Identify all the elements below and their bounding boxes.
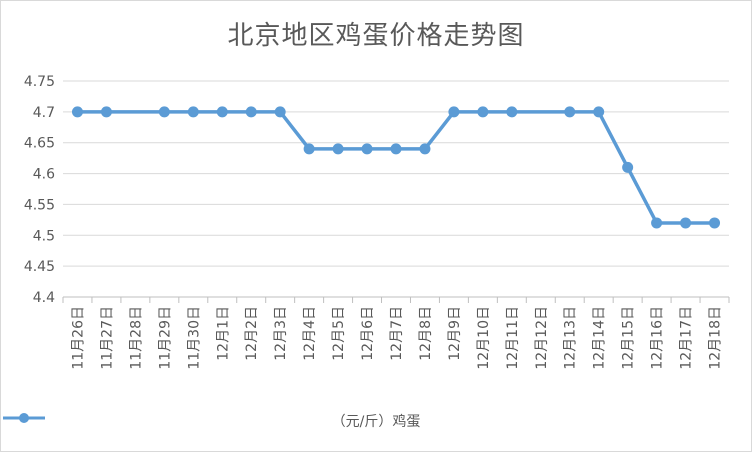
data-point xyxy=(361,143,373,155)
x-tick-label: 11月26日 xyxy=(70,306,86,370)
data-point xyxy=(274,106,286,118)
data-point xyxy=(506,106,518,118)
data-point xyxy=(593,106,605,118)
y-tick-label: 4.55 xyxy=(24,197,55,213)
x-tick-label: 12月15日 xyxy=(621,306,637,370)
x-tick-label: 12月9日 xyxy=(447,306,463,361)
x-tick-label: 12月8日 xyxy=(418,306,434,361)
chart-title: 北京地区鸡蛋价格走势图 xyxy=(227,21,525,51)
data-point xyxy=(419,143,431,155)
data-point xyxy=(680,217,692,229)
legend-series-label: （元/斤）鸡蛋 xyxy=(331,414,421,430)
data-point xyxy=(622,161,634,173)
legend: （元/斤）鸡蛋 xyxy=(1,411,751,431)
x-tick-label: 12月3日 xyxy=(273,306,289,361)
y-tick-label: 4.5 xyxy=(33,228,55,244)
data-point xyxy=(390,143,402,155)
x-tick-label: 11月28日 xyxy=(128,306,144,370)
y-tick-label: 4.7 xyxy=(33,105,55,121)
x-tick-label: 12月12日 xyxy=(534,306,550,370)
x-tick-label: 12月11日 xyxy=(505,306,521,370)
x-tick-label: 12月13日 xyxy=(563,306,579,370)
line-chart: 4.4 4.45 4.5 4.55 4.6 4.65 4.7 4.75 11月26日 11月27日… xyxy=(24,74,730,370)
data-point xyxy=(100,106,112,118)
y-tick-label: 4.65 xyxy=(24,136,55,152)
x-tick-label: 12月5日 xyxy=(331,306,347,361)
x-tick-label: 11月27日 xyxy=(99,306,115,370)
x-tick-label: 12月17日 xyxy=(679,306,695,370)
y-tick-label: 4.75 xyxy=(24,74,55,90)
x-tick-label: 12月1日 xyxy=(215,306,231,361)
x-tick-label: 12月10日 xyxy=(476,306,492,370)
data-point xyxy=(158,106,170,118)
data-point xyxy=(187,106,199,118)
series-line xyxy=(77,110,715,225)
data-point xyxy=(332,143,344,155)
x-tick-label: 11月29日 xyxy=(157,306,173,370)
x-tick-label: 12月6日 xyxy=(360,306,376,361)
data-point xyxy=(477,106,489,118)
y-tick-label: 4.6 xyxy=(33,167,55,183)
data-point xyxy=(564,106,576,118)
x-tick-label: 12月14日 xyxy=(592,306,608,370)
legend-line-marker xyxy=(3,413,45,423)
y-tick-label: 4.45 xyxy=(24,259,55,275)
data-point xyxy=(245,106,257,118)
x-tick-label: 11月30日 xyxy=(186,306,202,370)
data-point xyxy=(71,106,83,118)
x-tick-label: 12月2日 xyxy=(244,306,260,361)
data-point xyxy=(651,217,663,229)
x-tick-label: 12月16日 xyxy=(650,306,666,370)
data-point xyxy=(448,106,460,118)
x-tick-label: 12月18日 xyxy=(708,306,724,370)
data-point xyxy=(216,106,228,118)
x-tick-label: 12月7日 xyxy=(389,306,405,361)
y-tick-label: 4.4 xyxy=(33,290,55,306)
data-point xyxy=(303,143,315,155)
x-tick-label: 12月4日 xyxy=(302,306,318,361)
data-point xyxy=(709,217,721,229)
